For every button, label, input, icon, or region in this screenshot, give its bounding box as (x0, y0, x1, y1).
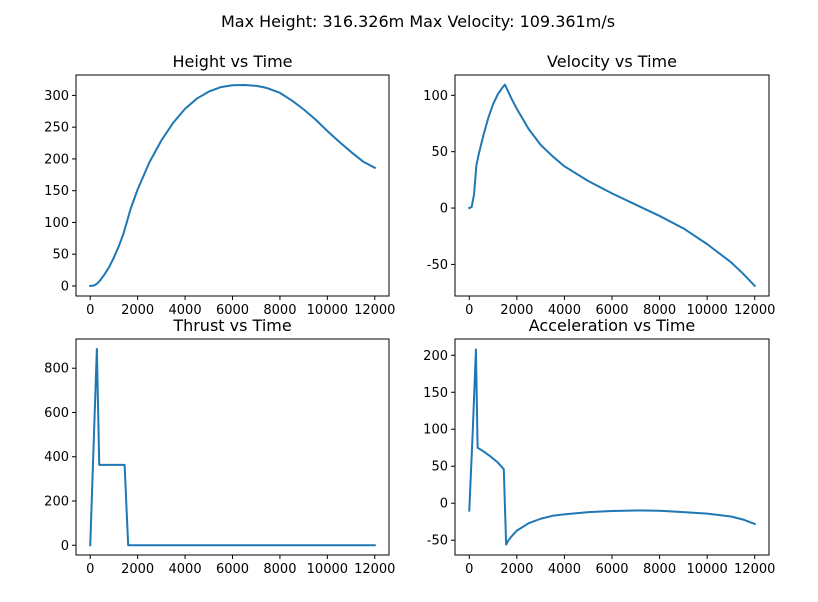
height-x-tick-label: 4000 (169, 303, 202, 318)
thrust-chart-title: Thrust vs Time (172, 316, 291, 335)
acceleration-series-line (468, 348, 757, 546)
acceleration-x-tick-label: 8000 (643, 562, 676, 577)
velocity-series-line (467, 83, 757, 288)
velocity-x-tick-label: 10000 (686, 303, 727, 318)
velocity-y-tick-label: 100 (423, 89, 448, 104)
height-x-tick-label: 10000 (307, 303, 348, 318)
velocity-x-tick-label: 6000 (595, 303, 628, 318)
thrust-x-tick-label: 10000 (307, 562, 348, 577)
velocity-axes-frame (454, 74, 770, 297)
acceleration-x-tick-label: 2000 (500, 562, 533, 577)
thrust-y-tick-label: 0 (61, 539, 69, 554)
acceleration-x-tick-label: 6000 (595, 562, 628, 577)
thrust-x-tick-label: 12000 (354, 562, 395, 577)
thrust-x-tick-label: 8000 (263, 562, 296, 577)
thrust-series-line (89, 347, 376, 547)
thrust-y-tick-label: 600 (44, 406, 69, 421)
height-series-line (89, 84, 377, 288)
acceleration-y-tick-label: 100 (423, 423, 448, 438)
thrust-axes-frame (75, 338, 390, 556)
acceleration-axes-frame (454, 338, 770, 556)
acceleration-y-tick-label: -50 (427, 534, 448, 549)
acceleration-x-tick-label: 10000 (686, 562, 727, 577)
velocity-chart-title: Velocity vs Time (547, 52, 677, 71)
thrust-y-tick-label: 400 (44, 450, 69, 465)
height-axes-frame (75, 74, 390, 297)
acceleration-chart-title: Acceleration vs Time (529, 316, 696, 335)
velocity-x-tick-label: 0 (465, 303, 473, 318)
height-y-tick-label: 100 (44, 216, 69, 231)
acceleration-x-tick-label: 0 (465, 562, 473, 577)
acceleration-x-tick-label: 4000 (548, 562, 581, 577)
velocity-y-tick-label: -50 (427, 258, 448, 273)
thrust-x-tick-label: 6000 (216, 562, 249, 577)
height-y-tick-label: 50 (52, 248, 69, 263)
acceleration-x-tick-label: 12000 (734, 562, 775, 577)
height-y-tick-label: 150 (44, 184, 69, 199)
height-y-tick-label: 250 (44, 121, 69, 136)
thrust-x-tick-label: 0 (86, 562, 94, 577)
velocity-x-tick-label: 12000 (734, 303, 775, 318)
velocity-y-tick-label: 50 (431, 145, 448, 160)
height-chart-title: Height vs Time (172, 52, 292, 71)
acceleration-y-tick-label: 0 (440, 497, 448, 512)
height-y-tick-label: 200 (44, 152, 69, 167)
thrust-x-tick-label: 2000 (121, 562, 154, 577)
thrust-x-tick-label: 4000 (169, 562, 202, 577)
velocity-chart: Velocity vs Time 0 2000 4000 6000 8000 10000 12… (423, 52, 775, 318)
height-x-tick-label: 6000 (216, 303, 249, 318)
acceleration-y-tick-label: 50 (431, 460, 448, 475)
height-x-tick-label: 12000 (354, 303, 395, 318)
height-x-tick-label: 0 (86, 303, 94, 318)
velocity-y-tick-label: 0 (440, 202, 448, 217)
thrust-y-tick-label: 200 (44, 495, 69, 510)
height-y-tick-label: 0 (61, 279, 69, 294)
height-x-tick-label: 8000 (263, 303, 296, 318)
velocity-x-tick-label: 4000 (548, 303, 581, 318)
figure-suptitle: Max Height: 316.326m Max Velocity: 109.3… (221, 12, 615, 31)
acceleration-y-tick-label: 150 (423, 386, 448, 401)
acceleration-y-tick-label: 200 (423, 349, 448, 364)
height-y-tick-label: 300 (44, 89, 69, 104)
velocity-x-tick-label: 2000 (500, 303, 533, 318)
velocity-x-tick-label: 8000 (643, 303, 676, 318)
height-x-tick-label: 2000 (121, 303, 154, 318)
thrust-y-tick-label: 800 (44, 362, 69, 377)
